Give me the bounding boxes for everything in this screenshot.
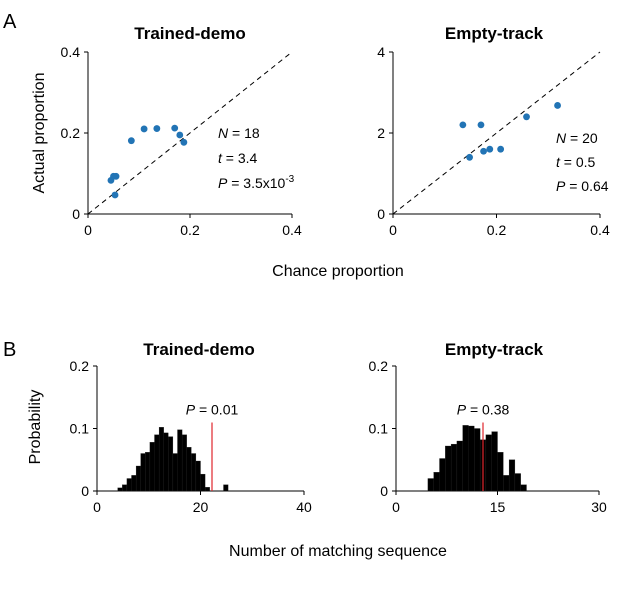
chart-2-y-tick-label: 4	[377, 44, 385, 60]
chart-4-x-tick-label: 0	[392, 499, 400, 515]
chart-3-x-tick-label: 20	[193, 499, 209, 515]
chart-4-histogram-bar	[427, 478, 434, 492]
chart-3-histogram-bar	[140, 453, 146, 492]
chart-3-histogram-bar	[195, 460, 201, 492]
chart-4-x-tick-label: 30	[591, 499, 607, 515]
chart-2-y-tick-label: 0	[377, 206, 385, 222]
chart-4-histogram-bar	[514, 473, 521, 492]
chart-4-y-tick-label: 0.2	[369, 358, 389, 374]
chart-2-data-point	[554, 102, 561, 109]
chart-3-threshold-label: P = 0.01	[186, 402, 239, 418]
chart-3-histogram-bar	[186, 447, 192, 492]
chart-2-data-point	[466, 153, 473, 161]
chart-3-histogram-bar	[163, 432, 169, 492]
chart-2-data-point	[523, 113, 530, 121]
chart-3-y-tick-label: 0.1	[70, 421, 90, 437]
chart-3-histogram-bar	[145, 452, 151, 492]
chart-2-y-tick-label: 2	[377, 125, 385, 141]
chart-2-title: Empty-track	[445, 24, 544, 43]
chart-4-histogram-bar	[520, 484, 527, 492]
chart-3-histogram-bar	[131, 475, 137, 492]
chart-4-x-tick-label: 15	[490, 499, 506, 515]
chart-1-data-point	[112, 172, 120, 180]
chart-3-histogram-bar	[158, 427, 164, 492]
chart-1-data-point	[140, 125, 148, 133]
chart-4-histogram-bar	[445, 445, 452, 492]
chart-2-x-tick-label: 0	[389, 222, 397, 238]
chart-4-histogram-bar	[491, 431, 498, 492]
b-x-axis-title: Number of matching sequence	[229, 543, 447, 560]
chart-2-stat-p: P = 0.64	[556, 178, 609, 194]
a-x-axis-title: Chance proportion	[272, 263, 404, 280]
chart-1-x-tick-label: 0.4	[282, 222, 302, 238]
chart-4-histogram-bar	[508, 459, 516, 492]
chart-1-y-tick-label: 0	[72, 206, 80, 222]
chart-3-histogram-bar	[181, 434, 187, 492]
chart-1-y-axis-title: Actual proportion	[31, 73, 48, 194]
chart-4-histogram-bar	[468, 425, 475, 492]
chart-1-data-point	[153, 125, 161, 132]
panel-letter-b: B	[3, 339, 16, 361]
chart-2-x-tick-label: 0.4	[590, 222, 610, 238]
chart-1-data-point	[111, 191, 119, 199]
chart-2-data-point	[459, 121, 467, 129]
chart-3-title: Trained-demo	[143, 340, 254, 359]
chart-1-y-tick-label: 0.4	[61, 44, 81, 60]
chart-3-x-tick-label: 0	[93, 499, 101, 515]
chart-4-histogram-bar	[503, 475, 510, 492]
chart-3-y-tick-label: 0.2	[70, 358, 90, 374]
chart-3-histogram-bar	[154, 434, 160, 492]
chart-3-histogram-bar	[200, 473, 206, 492]
chart-2-data-point	[477, 121, 485, 129]
chart-4-title: Empty-track	[445, 340, 544, 359]
chart-2-data-point	[497, 145, 505, 153]
chart-1-y-tick-label: 0.2	[61, 125, 81, 141]
chart-1-stat-t: t = 3.4	[218, 150, 258, 166]
chart-3-histogram-bar	[177, 429, 183, 492]
chart-3-histogram-bar	[122, 484, 128, 492]
chart-3-histogram-bar	[117, 487, 123, 492]
chart-3-histogram-bar	[204, 487, 210, 492]
chart-1-identity-line	[87, 51, 293, 215]
chart-3-y-tick-label: 0	[81, 483, 89, 499]
chart-2-x-tick-label: 0.2	[487, 222, 507, 238]
chart-1-stat-p: P = 3.5x10-3	[218, 174, 295, 191]
chart-4-histogram-bar	[456, 440, 463, 492]
chart-1-title: Trained-demo	[134, 24, 245, 43]
chart-1-data-point	[180, 138, 188, 146]
chart-1-stat-n: N = 18	[218, 125, 260, 141]
chart-3-histogram-bar	[168, 436, 174, 492]
chart-2-data-point	[486, 145, 494, 153]
chart-3-histogram-bar	[126, 478, 132, 492]
chart-4-y-tick-label: 0	[380, 483, 388, 499]
chart-2-stat-t: t = 0.5	[556, 154, 596, 170]
chart-1-x-tick-label: 0	[84, 222, 92, 238]
chart-2-data-point	[480, 147, 487, 155]
chart-4-histogram-bar	[485, 434, 492, 492]
chart-3-histogram-bar	[172, 453, 178, 492]
panel-letter-a: A	[3, 11, 17, 33]
chart-4-threshold-label: P = 0.38	[457, 402, 510, 418]
chart-1-x-tick-label: 0.2	[180, 222, 200, 238]
chart-3-y-axis-title: Probability	[27, 390, 44, 465]
chart-3-histogram-bar	[223, 484, 229, 492]
chart-3-histogram-bar	[135, 465, 141, 492]
chart-1-data-point	[171, 124, 179, 132]
chart-3-histogram-bar	[191, 453, 197, 492]
chart-1-data-point	[176, 131, 184, 139]
chart-4-histogram-bar	[497, 452, 504, 492]
chart-1-data-point	[127, 137, 135, 145]
chart-4-y-tick-label: 0.1	[369, 421, 389, 437]
chart-4-histogram-bar	[450, 443, 458, 492]
chart-3-x-tick-label: 40	[296, 499, 312, 515]
chart-4-histogram-bar	[474, 428, 481, 492]
chart-2-identity-line	[392, 51, 601, 215]
chart-4-histogram-bar	[462, 425, 469, 492]
chart-4-histogram-bar	[433, 472, 440, 492]
chart-2-stat-n: N = 20	[556, 130, 598, 146]
chart-3-histogram-bar	[149, 442, 155, 492]
chart-4-histogram-bar	[439, 458, 446, 492]
